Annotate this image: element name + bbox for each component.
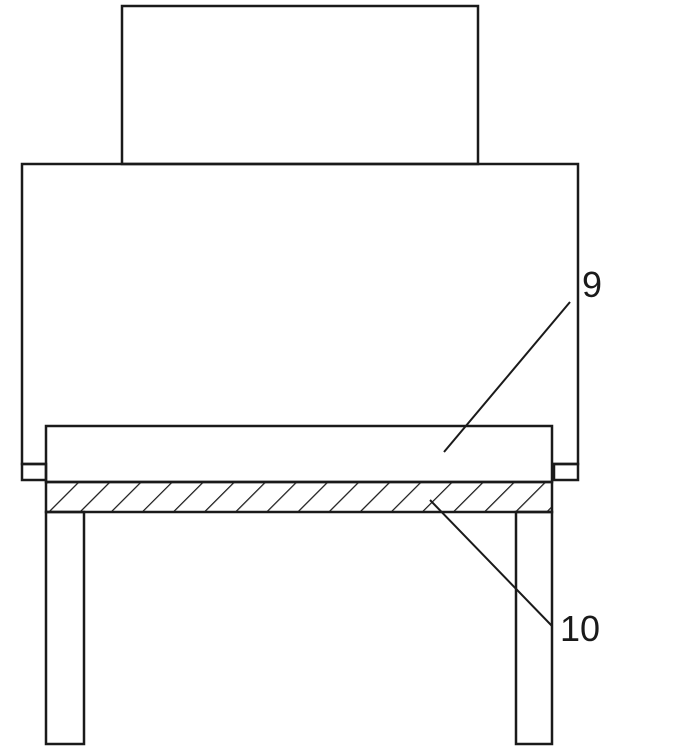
inner-rect-9 bbox=[46, 426, 552, 482]
left-ledge bbox=[22, 464, 46, 480]
label-10: 10 bbox=[560, 608, 600, 650]
right-ledge bbox=[554, 464, 578, 480]
main-body bbox=[22, 164, 578, 464]
leader-line-10 bbox=[430, 500, 552, 626]
right-leg bbox=[516, 512, 552, 744]
hatched-rect-10 bbox=[46, 482, 552, 512]
left-leg bbox=[46, 512, 84, 744]
label-9: 9 bbox=[582, 264, 602, 306]
top-block bbox=[122, 6, 478, 164]
